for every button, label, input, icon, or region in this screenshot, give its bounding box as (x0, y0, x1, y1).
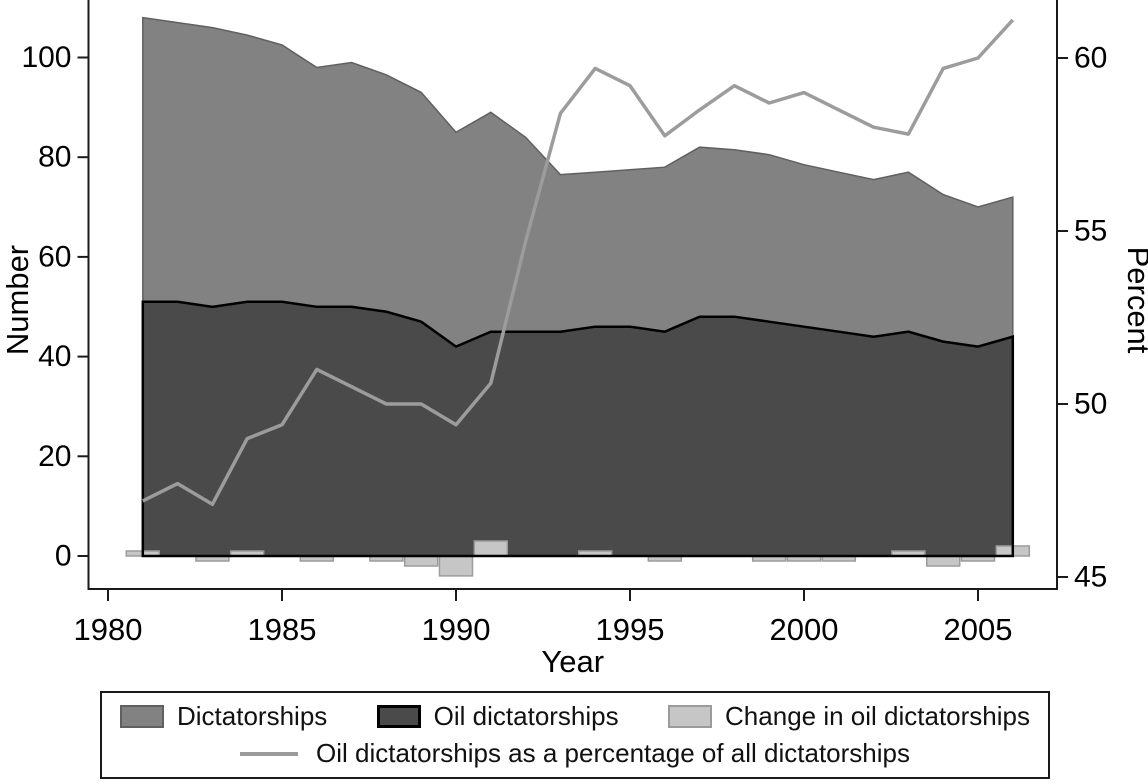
left-tick-label: 80 (38, 141, 71, 174)
right-tick-label: 50 (1074, 388, 1107, 421)
legend-item-dictatorships: Dictatorships (120, 701, 327, 732)
left-axis-title: Number (0, 245, 35, 355)
oil-dictatorships-swatch-icon (376, 705, 421, 728)
legend-row-1: Dictatorships Oil dictatorships Change i… (120, 701, 1030, 732)
x-tick-label: 1980 (74, 612, 143, 647)
percent-line-sample-icon (240, 751, 298, 756)
right-axis-title: Percent (1121, 247, 1148, 354)
x-tick-label: 1985 (248, 612, 317, 647)
left-tick-label: 60 (38, 240, 71, 273)
percent-line (142, 18, 1015, 507)
x-tick-label: 2005 (944, 612, 1013, 647)
legend-row-2: Oil dictatorships as a percentage of all… (120, 738, 1030, 769)
right-tick-label: 55 (1074, 215, 1107, 248)
left-tick-label: 100 (21, 41, 71, 74)
x-tick-label: 2000 (770, 612, 839, 647)
x-axis-title: Year (541, 644, 604, 679)
dictatorships-swatch-icon (120, 705, 164, 728)
left-tick-label: 0 (55, 540, 72, 573)
change-bar (403, 555, 439, 567)
legend-item-oil-dictatorships: Oil dictatorships (376, 701, 619, 732)
change-bar (438, 555, 474, 577)
change-oil-swatch-icon (668, 705, 713, 728)
legend-label-oil-dictatorships: Oil dictatorships (433, 701, 619, 731)
right-tick-label: 45 (1074, 561, 1107, 594)
legend-item-change-oil: Change in oil dictatorships (668, 701, 1030, 732)
left-tick-label: 40 (38, 340, 71, 373)
left-tick-label: 20 (38, 440, 71, 473)
legend-label-percent-line: Oil dictatorships as a percentage of all… (316, 738, 910, 768)
oil-dictatorships-area (142, 301, 1013, 556)
oil-dictatorships-outline (141, 300, 1015, 558)
change-bar (473, 540, 509, 557)
x-tick-label: 1990 (422, 612, 491, 647)
x-tick-label: 1995 (596, 612, 665, 647)
right-tick-label: 60 (1074, 42, 1107, 75)
change-bar (925, 555, 961, 567)
legend-label-dictatorships: Dictatorships (177, 701, 328, 731)
legend-box: Dictatorships Oil dictatorships Change i… (100, 691, 1050, 779)
legend-label-change-oil: Change in oil dictatorships (725, 701, 1030, 731)
